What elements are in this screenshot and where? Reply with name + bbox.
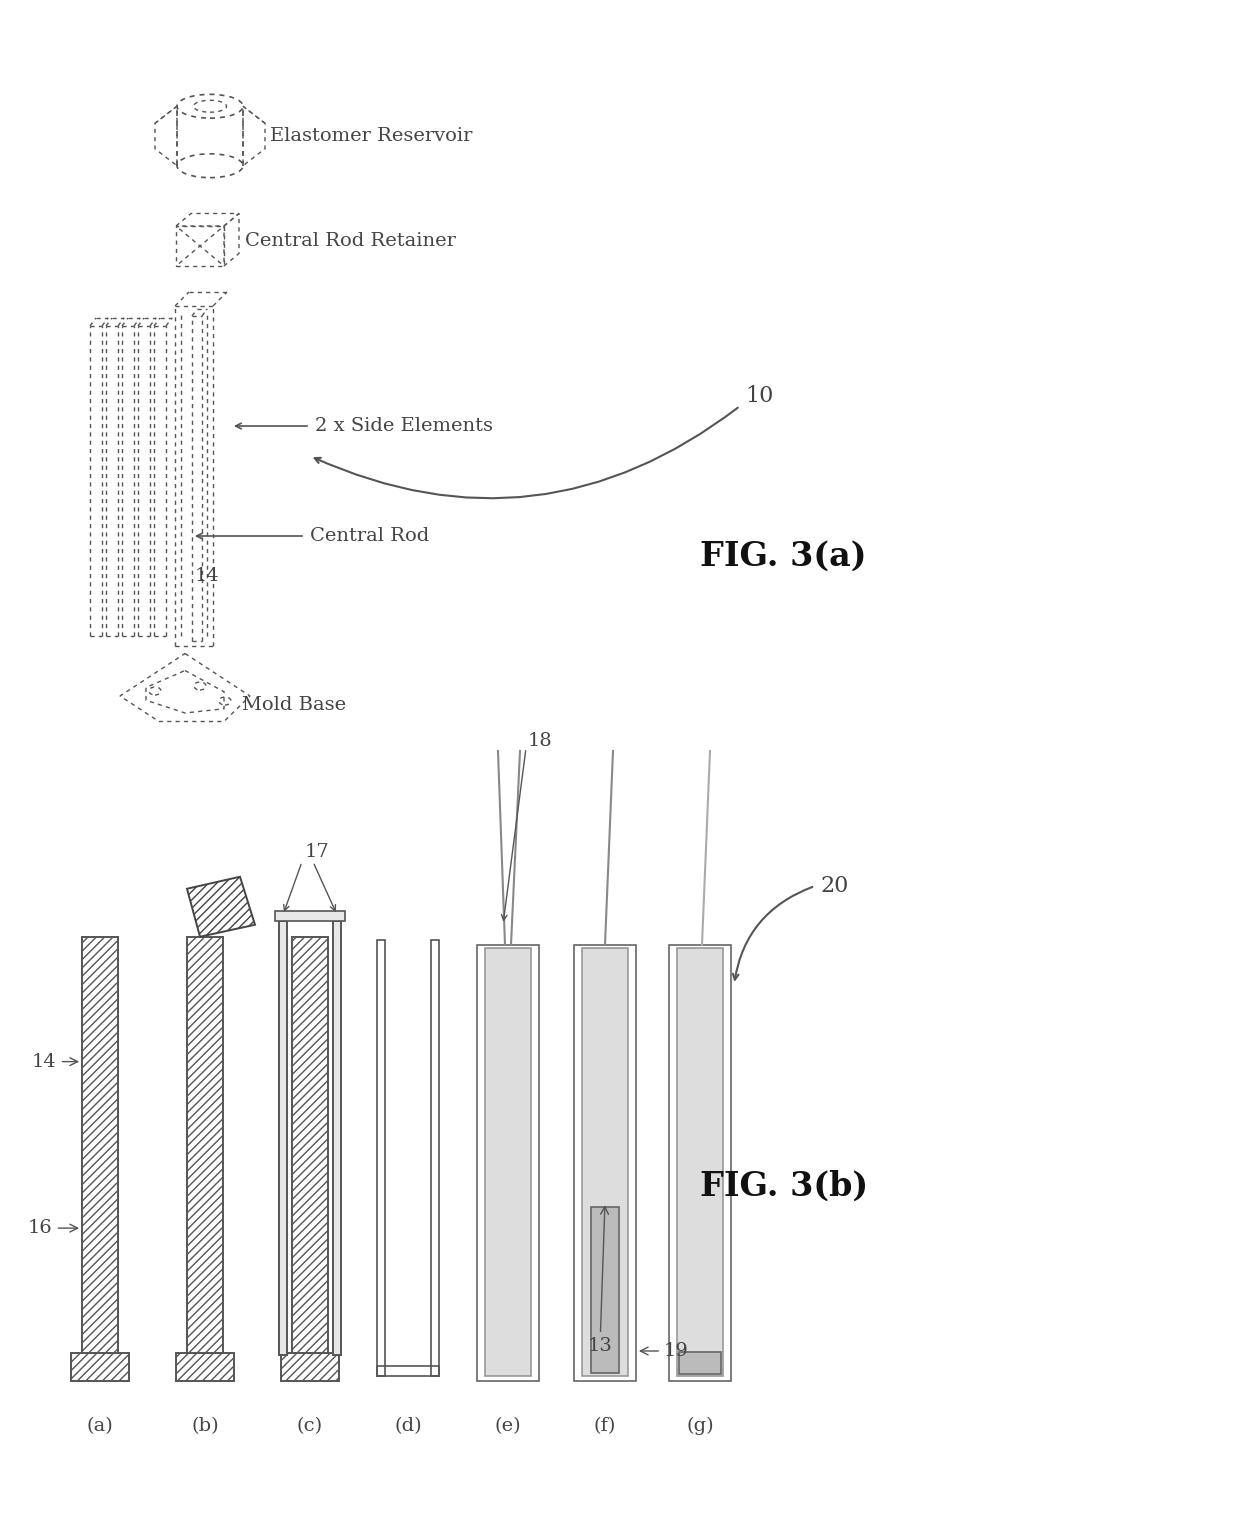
Bar [377, 940, 384, 1376]
Text: (b): (b) [191, 1418, 218, 1434]
Polygon shape [187, 877, 255, 937]
Text: 14: 14 [195, 568, 219, 584]
Bar [574, 945, 636, 1381]
Text: (c): (c) [296, 1418, 324, 1434]
Bar [680, 1352, 720, 1373]
Text: 19: 19 [640, 1341, 689, 1360]
Bar [377, 1366, 439, 1376]
Bar [485, 948, 531, 1376]
Bar [432, 940, 439, 1376]
Text: 18: 18 [528, 732, 553, 749]
Text: 14: 14 [32, 1053, 78, 1071]
Bar [71, 1354, 129, 1381]
Bar [670, 945, 732, 1381]
Text: 16: 16 [29, 1219, 78, 1238]
Text: FIG. 3(b): FIG. 3(b) [701, 1169, 868, 1202]
Bar [477, 945, 539, 1381]
Text: 13: 13 [588, 1207, 613, 1355]
Text: Central Rod Retainer: Central Rod Retainer [246, 232, 456, 250]
Bar [82, 937, 118, 1354]
Bar [275, 911, 345, 920]
Text: 17: 17 [305, 842, 330, 861]
Bar [279, 920, 286, 1355]
Text: Elastomer Reservoir: Elastomer Reservoir [270, 127, 472, 145]
Text: 20: 20 [820, 874, 848, 897]
Text: FIG. 3(a): FIG. 3(a) [701, 540, 867, 572]
Bar [187, 937, 223, 1354]
Bar [281, 1354, 339, 1381]
Text: (e): (e) [495, 1418, 521, 1434]
Text: Central Rod: Central Rod [310, 526, 429, 545]
Ellipse shape [177, 154, 243, 177]
Ellipse shape [193, 101, 227, 113]
Text: (a): (a) [87, 1418, 113, 1434]
Bar [677, 948, 723, 1376]
Bar [591, 1207, 619, 1373]
Ellipse shape [177, 95, 243, 118]
Text: (d): (d) [394, 1418, 422, 1434]
Text: (g): (g) [686, 1416, 714, 1434]
Bar [582, 948, 627, 1376]
Bar [291, 937, 329, 1354]
Bar [334, 920, 341, 1355]
Text: (f): (f) [594, 1418, 616, 1434]
Text: Mold Base: Mold Base [242, 696, 346, 714]
Text: 2 x Side Elements: 2 x Side Elements [315, 417, 494, 435]
Bar [176, 1354, 234, 1381]
Text: 10: 10 [745, 385, 774, 407]
